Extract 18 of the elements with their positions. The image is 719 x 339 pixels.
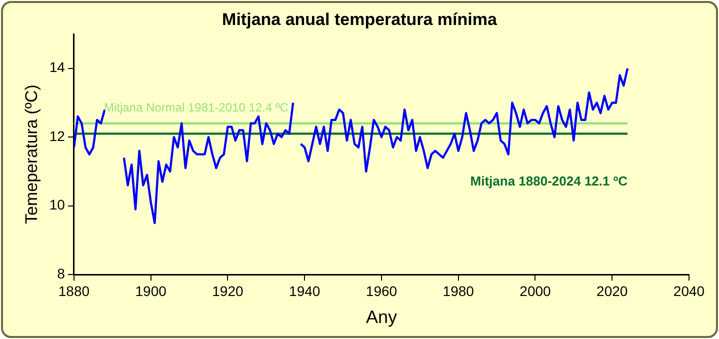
x-tick-label: 1900 xyxy=(135,282,167,299)
y-tick-label: 8 xyxy=(57,265,66,282)
y-tick-label: 14 xyxy=(49,59,66,76)
ref-line-label: Mitjana Normal 1981-2010 12.4 ºC xyxy=(104,100,289,114)
x-tick-label: 2040 xyxy=(673,282,705,299)
x-tick-label: 1960 xyxy=(366,282,398,299)
y-tick-label: 10 xyxy=(49,196,66,213)
ref-line-label: Mitjana 1880-2024 12.1 ºC xyxy=(470,174,628,189)
x-tick-label: 1940 xyxy=(289,282,320,299)
y-tick-label: 12 xyxy=(49,128,66,144)
x-tick-label: 2000 xyxy=(520,282,552,299)
x-tick-label: 1920 xyxy=(212,282,244,299)
y-axis-title: Temeperatura (ºC) xyxy=(22,84,41,224)
x-tick-label: 1880 xyxy=(58,282,90,299)
x-tick-label: 1980 xyxy=(442,282,474,299)
x-axis-title: Any xyxy=(366,307,397,328)
x-tick-label: 2020 xyxy=(596,282,628,299)
chart-title: Mitjana anual temperatura mínima xyxy=(221,10,498,30)
